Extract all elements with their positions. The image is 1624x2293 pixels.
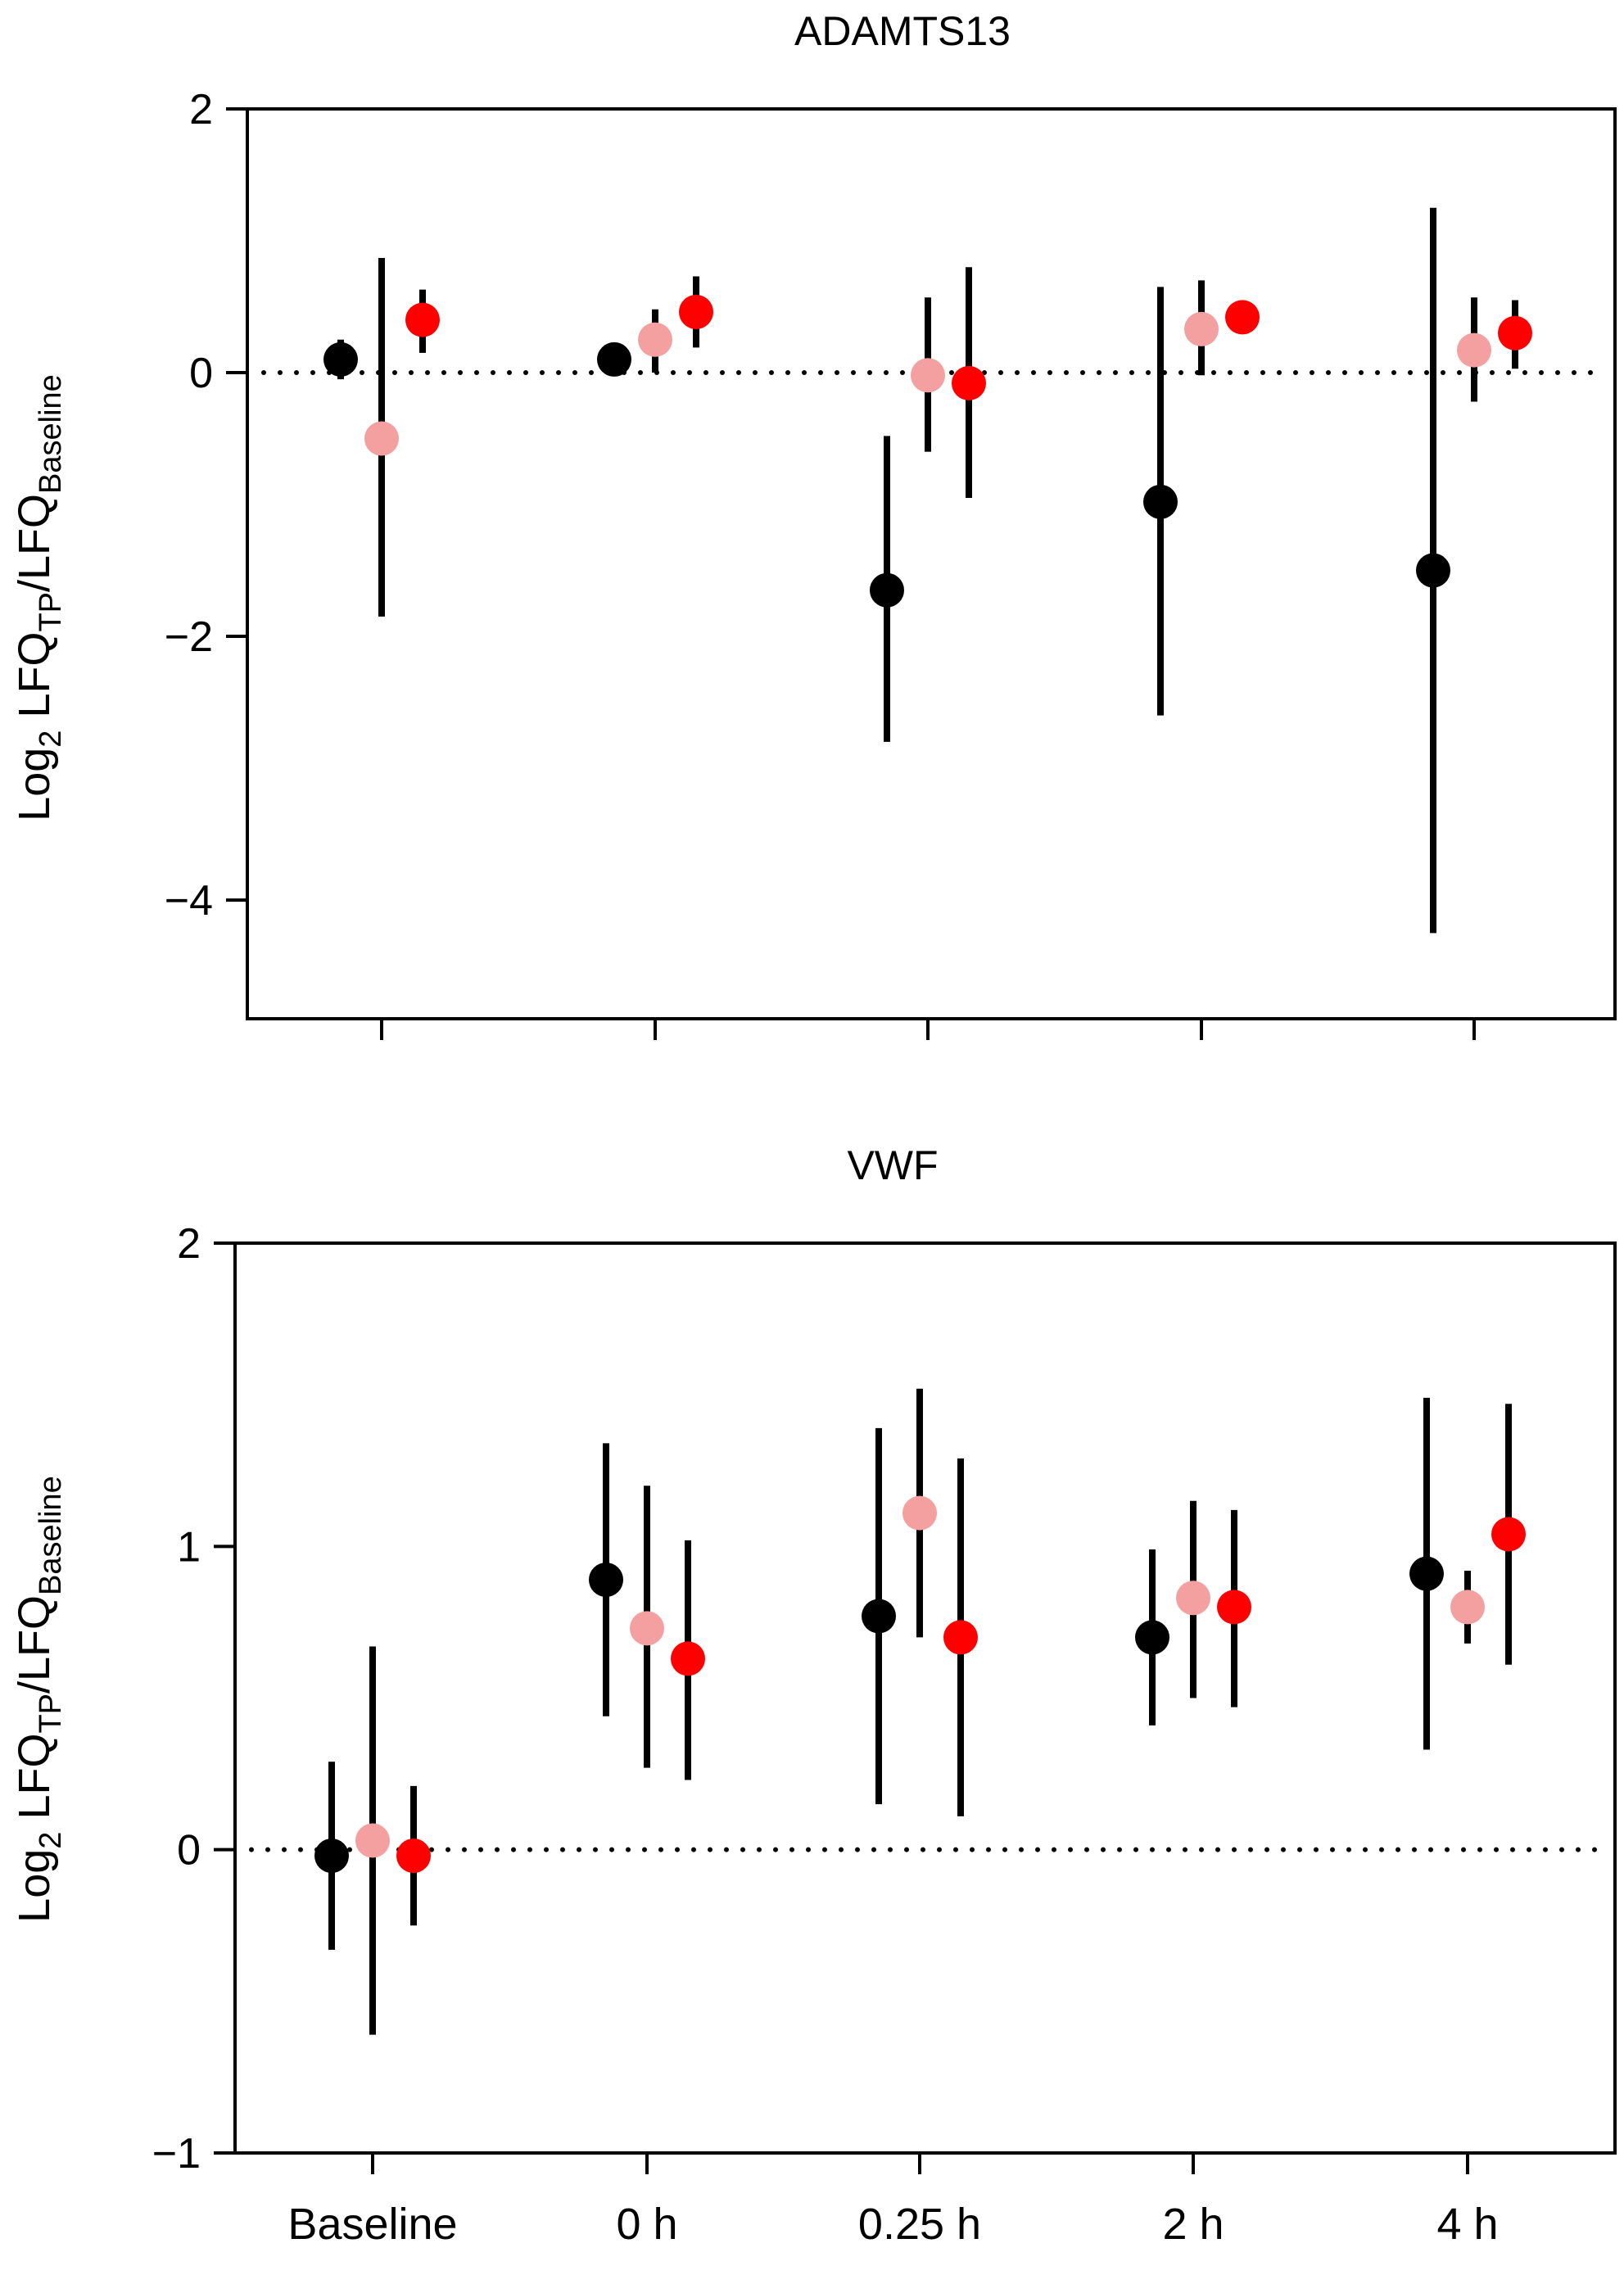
y-tick-label: −1 bbox=[152, 2130, 201, 2178]
y-axis-label-log-subscript: 2 bbox=[34, 1832, 68, 1849]
data-point-black bbox=[1409, 1556, 1444, 1591]
data-point-pink bbox=[638, 322, 672, 357]
data-point-pink bbox=[1450, 1590, 1485, 1625]
data-point-pink bbox=[902, 1495, 937, 1531]
y-axis-label-log-subscript: 2 bbox=[34, 730, 68, 748]
data-point-black bbox=[870, 572, 904, 608]
data-point-red bbox=[952, 365, 986, 400]
data-point-red bbox=[1498, 315, 1532, 351]
data-point-black bbox=[1416, 553, 1450, 588]
data-point-pink bbox=[911, 358, 945, 393]
y-tick-label: 2 bbox=[189, 86, 213, 133]
chart-title: VWF bbox=[847, 1142, 938, 1188]
data-point-red bbox=[679, 294, 713, 329]
x-tick-label: Baseline bbox=[287, 2200, 457, 2249]
x-tick-label: 4 h bbox=[1436, 2200, 1498, 2249]
chart-panel-vwf: VWF Log2 LFQTP/LFQBaseline 210−1 Baselin… bbox=[10, 1142, 1617, 2249]
data-point-black bbox=[589, 1563, 623, 1598]
data-point-black bbox=[1143, 484, 1178, 519]
y-axis-label-lfq-ratio: /LFQ bbox=[10, 1595, 59, 1694]
data-point-pink bbox=[1457, 332, 1491, 368]
y-tick-label: 2 bbox=[177, 1220, 201, 1268]
data-point-red bbox=[405, 302, 440, 337]
x-axis: Baseline 0 h 0.25 h 2 h 4 h bbox=[287, 2153, 1499, 2249]
chart-panel-adamts13: ADAMTS13 Log2 LFQTP/LFQBaseline 20−2−4 bbox=[10, 8, 1617, 1040]
data-point-black bbox=[862, 1599, 896, 1634]
y-axis-label-baseline-subscript: Baseline bbox=[34, 1476, 68, 1595]
data-point-pink bbox=[1184, 311, 1219, 346]
y-axis: 2 0 −2 −4 bbox=[165, 86, 247, 925]
y-axis-label-baseline-subscript: Baseline bbox=[34, 374, 68, 494]
x-tick-label: 0.25 h bbox=[858, 2200, 981, 2249]
data-point-black bbox=[597, 341, 631, 377]
y-tick-label: 0 bbox=[189, 350, 213, 397]
data-point-pink bbox=[364, 421, 399, 456]
y-axis-label-tp-subscript: TP bbox=[34, 1694, 68, 1734]
data-point-red bbox=[396, 1838, 431, 1874]
data-point-red bbox=[1491, 1517, 1526, 1552]
data-points bbox=[323, 207, 1532, 934]
data-point-red bbox=[943, 1620, 978, 1655]
x-tick-label: 0 h bbox=[616, 2200, 677, 2249]
y-axis-label-lfq: LFQ bbox=[10, 1734, 59, 1832]
x-axis bbox=[380, 1019, 1476, 1040]
y-axis-label-log: Log bbox=[10, 748, 59, 821]
y-axis-label-lfq-ratio: /LFQ bbox=[10, 494, 59, 592]
y-tick-label: −2 bbox=[165, 613, 213, 661]
plot-frame bbox=[233, 1241, 1617, 2155]
data-point-red bbox=[1217, 1590, 1251, 1625]
plot-frame bbox=[246, 107, 1617, 1020]
y-axis: 2 1 0 −1 bbox=[152, 1220, 235, 2178]
y-axis-label: Log2 LFQTP/LFQBaseline bbox=[10, 374, 68, 821]
data-point-black bbox=[323, 341, 358, 377]
y-axis-label-log: Log bbox=[10, 1849, 59, 1923]
y-axis-label-lfq: LFQ bbox=[10, 632, 59, 730]
x-tick-label: 2 h bbox=[1162, 2200, 1224, 2249]
data-point-pink bbox=[630, 1611, 664, 1646]
data-point-black bbox=[1135, 1620, 1169, 1655]
data-point-pink bbox=[1176, 1581, 1210, 1616]
data-point-red bbox=[671, 1641, 705, 1676]
y-tick-label: 0 bbox=[177, 1827, 201, 1875]
y-axis-label-tp-subscript: TP bbox=[34, 592, 68, 632]
y-tick-label: 1 bbox=[177, 1523, 201, 1571]
data-point-black bbox=[314, 1838, 349, 1874]
y-axis-label: Log2 LFQTP/LFQBaseline bbox=[10, 1476, 68, 1923]
y-tick-label: −4 bbox=[165, 877, 213, 925]
data-points bbox=[314, 1388, 1526, 2035]
data-point-pink bbox=[355, 1823, 390, 1858]
chart-title: ADAMTS13 bbox=[794, 8, 1011, 54]
data-point-red bbox=[1225, 300, 1260, 335]
